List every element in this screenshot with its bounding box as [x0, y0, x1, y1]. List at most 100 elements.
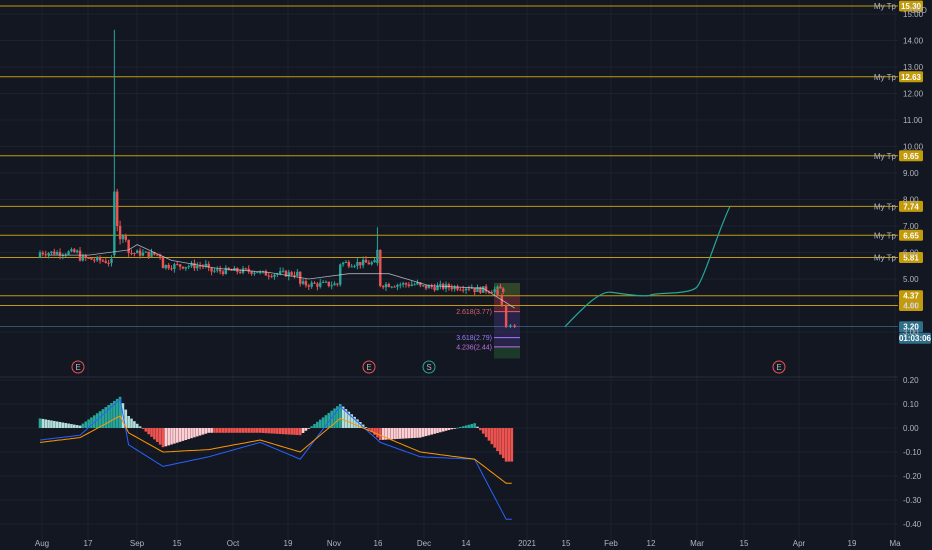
- time-axis[interactable]: Aug 17 Sep 15 Oct 19 Nov 16 Dec 14 2021 15 Feb 12 Mar 1…: [35, 539, 901, 548]
- candle-body: [439, 283, 442, 286]
- macd-histogram-bar: [336, 406, 339, 428]
- candle-body: [144, 251, 148, 253]
- macd-histogram-bar: [487, 428, 491, 441]
- candle-body: [95, 257, 99, 261]
- candle-body: [390, 286, 393, 288]
- candle-body: [333, 283, 336, 286]
- price-axis[interactable]: 15.0014.0013.0012.0011.0010.009.008.007.…: [903, 6, 927, 529]
- target-price-value: 15.30: [901, 2, 922, 11]
- candle-body: [413, 284, 416, 286]
- macd-tick-label: -0.10: [903, 448, 922, 457]
- candle-body: [324, 281, 328, 283]
- target-price-tag: [899, 290, 923, 302]
- candle-body: [118, 226, 122, 240]
- event-marker-letter: S: [426, 363, 431, 372]
- macd-histogram-bar: [110, 402, 113, 428]
- macd-histogram-bar: [95, 413, 99, 428]
- candle-body: [313, 282, 316, 284]
- macd-histogram-bar: [436, 428, 439, 434]
- candle-body: [75, 250, 79, 253]
- candle-body: [210, 267, 213, 272]
- candle-body: [190, 263, 193, 267]
- macd-histogram-bar: [181, 428, 185, 441]
- macd-histogram-bar: [173, 428, 176, 444]
- macd-histogram-bar: [41, 418, 45, 428]
- macd-histogram-bar: [161, 428, 165, 448]
- candle-body: [479, 287, 482, 293]
- countdown-tag: [899, 332, 931, 344]
- macd-histogram-bar: [70, 424, 73, 428]
- macd-histogram-bar: [44, 419, 48, 428]
- price-tick-label: 9.00: [903, 169, 919, 178]
- macd-histogram-bar: [127, 416, 130, 428]
- macd-histogram-bar: [313, 424, 316, 428]
- macd-histogram-bar: [141, 428, 145, 429]
- macd-histogram-bar: [273, 428, 276, 434]
- fib-band-upper: [494, 282, 520, 295]
- macd-histogram-bar: [75, 425, 79, 428]
- candle-body: [204, 263, 208, 267]
- macd-histogram-bar: [501, 428, 505, 459]
- macd-histogram-bar: [190, 428, 193, 439]
- macd-histogram-bar: [261, 428, 265, 433]
- macd-histogram-bar: [433, 428, 436, 434]
- macd-histogram-bar: [361, 424, 365, 428]
- macd-histogram-bar: [316, 421, 319, 428]
- candle-body: [416, 282, 419, 285]
- fib-band-bottom: [494, 346, 520, 359]
- macd-histogram-bar: [130, 418, 133, 428]
- macd-histogram-bar: [459, 426, 462, 428]
- candle-body: [421, 285, 425, 287]
- macd-histogram-bar: [441, 428, 445, 432]
- candle-body: [256, 272, 259, 274]
- candle-body: [121, 235, 125, 240]
- macd-histogram-bar: [404, 428, 408, 439]
- macd-histogram-bar: [364, 427, 368, 428]
- candle-body: [419, 282, 422, 286]
- candle-body: [450, 287, 453, 290]
- time-tick-label: Mar: [690, 539, 704, 548]
- price-tick-label: 3.00: [903, 328, 919, 337]
- candle-body: [356, 261, 359, 266]
- macd-histogram-bar: [64, 423, 68, 428]
- candle-body: [244, 268, 248, 270]
- time-tick-label: Oct: [227, 539, 240, 548]
- macd-histogram-bar: [464, 425, 468, 428]
- candle-body: [404, 283, 408, 285]
- event-marker-letter: E: [75, 363, 80, 372]
- candle-body: [370, 262, 373, 265]
- time-tick-label: 15: [562, 539, 571, 548]
- macd-histogram-bar: [170, 428, 173, 445]
- projection-curve: [564, 206, 731, 328]
- time-tick-label: 19: [848, 539, 857, 548]
- macd-histogram-bar: [58, 422, 62, 428]
- macd-histogram-bar: [493, 428, 496, 448]
- candle-body: [156, 254, 159, 256]
- candle-body: [361, 259, 365, 266]
- macd-histogram-bar: [87, 419, 90, 428]
- time-tick-label: 19: [284, 539, 293, 548]
- candle-body: [316, 283, 319, 287]
- target-lines[interactable]: My Tp 15.30 My Tp 12.63 My Tp 9.65 My Tp 7.74 My…: [0, 0, 932, 344]
- macd-histogram-bar: [138, 426, 142, 428]
- candle-body: [504, 305, 508, 327]
- candle-body: [247, 268, 250, 272]
- macd-histogram-bar: [247, 428, 251, 433]
- candle-body: [110, 258, 113, 264]
- macd-histogram-bar: [344, 409, 348, 428]
- macd-histogram-bar: [421, 428, 425, 437]
- macd-histogram-bar: [367, 428, 371, 430]
- macd-histogram-bar: [38, 418, 42, 428]
- candle-body: [273, 274, 276, 277]
- macd-histogram-bar: [210, 428, 213, 433]
- macd-histogram-bar: [327, 412, 331, 428]
- candle-body: [279, 271, 282, 274]
- macd-histogram-bar: [250, 428, 253, 433]
- macd-histogram-bar: [347, 411, 351, 428]
- macd-histogram-bar: [52, 420, 56, 428]
- event-marker-circle: [772, 360, 786, 374]
- target-price-value: 7.74: [903, 202, 919, 211]
- target-label: My Tp: [874, 73, 897, 82]
